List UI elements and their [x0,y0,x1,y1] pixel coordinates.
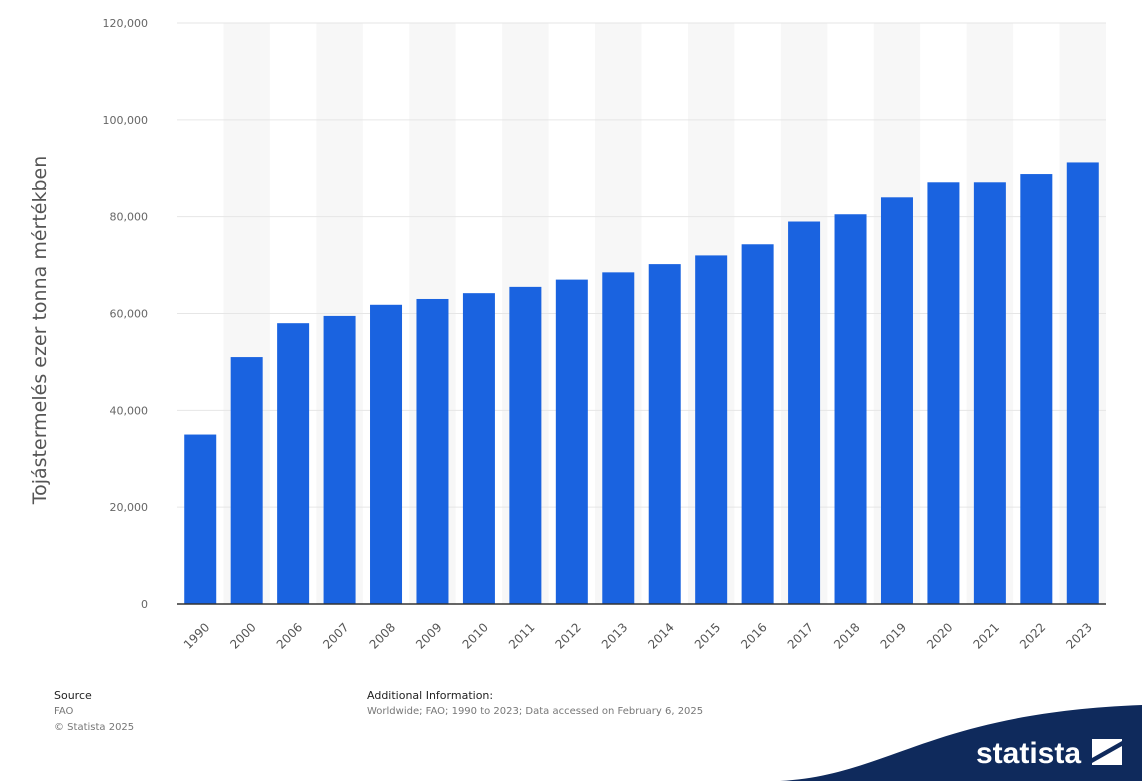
x-tick-label: 2012 [552,620,583,651]
y-tick-label: 20,000 [110,501,149,514]
bar [788,221,821,604]
bar [462,293,495,604]
bar [323,315,356,604]
x-tick-label: 2017 [785,620,816,651]
bar [602,272,635,604]
additional-info-title: Additional Information: [367,689,494,702]
logo-mark-icon [1092,739,1122,765]
x-tick-label: 2016 [738,620,769,651]
logo-swoosh [780,705,1142,781]
x-tick-label: 2019 [878,620,909,651]
x-tick-label: 2007 [320,620,351,651]
y-tick-label: 0 [141,598,148,611]
bar [927,182,960,604]
source-line: © Statista 2025 [54,722,135,733]
y-tick-label: 60,000 [110,308,149,321]
bar [695,255,728,604]
bar [973,182,1006,604]
bar [1020,174,1053,604]
bar [1066,162,1099,604]
y-axis-label: Tojástermelés ezer tonna mértékben [29,155,51,505]
source-line: FAO [54,706,74,717]
x-tick-label: 2008 [367,620,398,651]
bar [370,304,403,604]
x-tick-label: 2014 [645,620,676,651]
x-tick-label: 2010 [460,620,491,651]
y-tick-label: 80,000 [110,211,149,224]
y-tick-label: 40,000 [110,404,149,417]
additional-info-text: Worldwide; FAO; 1990 to 2023; Data acces… [367,706,704,717]
x-tick-label: 2013 [599,620,630,651]
bar [184,434,217,604]
statista-logo: statista [780,705,1142,781]
x-tick-label: 2011 [506,620,537,651]
x-tick-label: 2006 [274,620,305,651]
bar [230,357,263,604]
bar [834,214,867,604]
bar [277,323,310,604]
bar [648,264,681,604]
source-block: Source FAO © Statista 2025 [54,688,134,736]
y-tick-label: 120,000 [103,17,149,30]
bar [416,298,449,604]
x-tick-label: 2009 [413,620,444,651]
additional-info-block: Additional Information: Worldwide; FAO; … [367,688,703,720]
x-tick-label: 2000 [227,620,258,651]
bar [741,244,774,604]
x-tick-label: 2015 [692,620,723,651]
source-title: Source [54,689,92,702]
y-axis-ticks: 0 20,000 40,000 60,000 80,000 100,000 120,000 [103,17,149,611]
bar [509,286,542,604]
bar [880,197,913,605]
x-axis-ticks: 1990 2000 2006 2007 2008 2009 2010 2011 2012 2013… [181,620,1095,651]
y-tick-label: 100,000 [103,114,149,127]
x-tick-label: 2022 [1017,620,1048,651]
x-tick-label: 2018 [831,620,862,651]
logo-wordmark: statista [976,737,1081,770]
x-tick-label: 2021 [970,620,1001,651]
x-tick-label: 1990 [181,620,212,651]
x-tick-label: 2023 [1063,620,1094,651]
bars [184,162,1099,605]
x-tick-label: 2020 [924,620,955,651]
bar [555,279,588,604]
